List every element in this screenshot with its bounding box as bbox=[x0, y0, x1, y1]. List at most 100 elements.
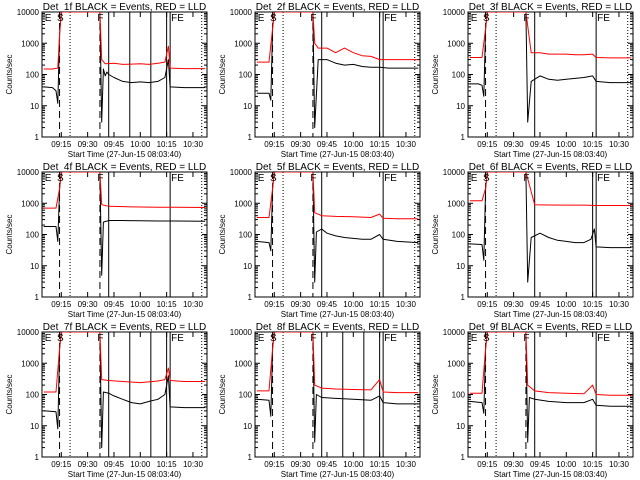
lld-series-line bbox=[256, 172, 419, 220]
x-tick-label: 09:45 bbox=[317, 140, 338, 149]
x-tick-label: 10:15 bbox=[157, 300, 178, 309]
x-tick-label: 09:15 bbox=[264, 460, 285, 469]
event-marker-label: E bbox=[258, 333, 265, 344]
events-series-line bbox=[43, 332, 206, 449]
event-marker-label: F bbox=[523, 333, 529, 344]
y-tick-label: 1000 bbox=[21, 39, 39, 48]
x-tick-label: 09:30 bbox=[291, 300, 312, 309]
y-tick-label: 1000 bbox=[234, 199, 252, 208]
x-tick-label: 10:15 bbox=[583, 300, 604, 309]
panel-title: Det_2f BLACK = Events, RED = LLD bbox=[256, 2, 419, 13]
event-marker-label: F bbox=[310, 333, 316, 344]
y-tick-label: 10 bbox=[456, 102, 465, 111]
event-marker-label: FE bbox=[171, 333, 184, 344]
y-axis-label: Counts/sec bbox=[218, 374, 227, 414]
event-marker-label: S bbox=[57, 333, 64, 344]
x-tick-label: 10:00 bbox=[556, 300, 577, 309]
plot-frame bbox=[467, 171, 634, 298]
event-marker-label: FE bbox=[171, 13, 184, 24]
panel-8: Det_8f BLACK = Events, RED = LLD 1 10 100 10… bbox=[218, 322, 421, 479]
x-tick-label: 10:30 bbox=[609, 140, 630, 149]
x-axis-label: Start Time (27-Jun-15 08:03:40) bbox=[68, 150, 182, 159]
event-marker-label: E bbox=[471, 173, 478, 184]
x-tick-label: 09:15 bbox=[264, 140, 285, 149]
y-tick-label: 10000 bbox=[443, 168, 466, 177]
event-marker-label: F bbox=[310, 173, 316, 184]
x-tick-label: 09:15 bbox=[51, 460, 72, 469]
x-tick-label: 09:45 bbox=[317, 300, 338, 309]
y-tick-label: 1 bbox=[35, 453, 40, 462]
x-tick-label: 09:45 bbox=[104, 300, 125, 309]
y-axis-label: Counts/sec bbox=[5, 54, 14, 94]
x-tick-label: 10:30 bbox=[183, 300, 204, 309]
x-tick-label: 10:30 bbox=[183, 140, 204, 149]
lld-series-line bbox=[43, 12, 206, 70]
events-series-line bbox=[43, 172, 206, 276]
x-axis-label: Start Time (27-Jun-15 08:03:40) bbox=[281, 310, 395, 319]
y-axis-label: Counts/sec bbox=[218, 54, 227, 94]
y-tick-label: 1 bbox=[35, 133, 40, 142]
event-marker-label: S bbox=[270, 333, 277, 344]
x-tick-label: 09:15 bbox=[477, 460, 498, 469]
panel-title: Det_9f BLACK = Events, RED = LLD bbox=[469, 322, 632, 333]
x-tick-label: 10:15 bbox=[370, 140, 391, 149]
panel-title: Det_8f BLACK = Events, RED = LLD bbox=[256, 322, 419, 333]
panel-3: Det_3f BLACK = Events, RED = LLD 1 10 100 10… bbox=[431, 2, 634, 159]
event-marker-label: S bbox=[270, 173, 277, 184]
x-tick-label: 10:00 bbox=[556, 460, 577, 469]
x-tick-label: 10:30 bbox=[396, 140, 417, 149]
y-tick-label: 1 bbox=[248, 133, 253, 142]
x-tick-label: 09:15 bbox=[477, 300, 498, 309]
y-tick-label: 1000 bbox=[21, 199, 39, 208]
events-series-line bbox=[256, 172, 419, 283]
event-marker-label: S bbox=[483, 333, 490, 344]
y-tick-label: 100 bbox=[452, 231, 466, 240]
lld-series-line bbox=[469, 172, 632, 206]
x-tick-label: 09:30 bbox=[291, 460, 312, 469]
event-marker-label: S bbox=[270, 13, 277, 24]
y-axis-label: Counts/sec bbox=[431, 374, 440, 414]
y-tick-label: 100 bbox=[452, 391, 466, 400]
panel-9: Det_9f BLACK = Events, RED = LLD 1 10 100 10… bbox=[431, 322, 634, 479]
x-tick-label: 09:45 bbox=[104, 140, 125, 149]
lld-series-line bbox=[43, 332, 206, 393]
y-tick-label: 100 bbox=[452, 71, 466, 80]
x-tick-label: 09:15 bbox=[477, 140, 498, 149]
events-series-line bbox=[469, 172, 632, 283]
events-series-line bbox=[469, 332, 632, 443]
panel-6: Det_6f BLACK = Events, RED = LLD 1 10 100 10… bbox=[431, 162, 634, 319]
x-tick-label: 09:45 bbox=[530, 300, 551, 309]
x-tick-label: 10:15 bbox=[583, 460, 604, 469]
y-tick-label: 1 bbox=[461, 133, 466, 142]
y-tick-label: 1000 bbox=[447, 359, 465, 368]
x-axis-label: Start Time (27-Jun-15 08:03:40) bbox=[494, 150, 608, 159]
panel-7: Det_7f BLACK = Events, RED = LLD 1 10 100 10… bbox=[5, 322, 208, 479]
x-tick-label: 10:00 bbox=[130, 140, 151, 149]
y-tick-label: 1000 bbox=[21, 359, 39, 368]
y-tick-label: 100 bbox=[239, 231, 253, 240]
x-tick-label: 10:00 bbox=[556, 140, 577, 149]
event-marker-label: FE bbox=[597, 173, 610, 184]
y-tick-label: 1000 bbox=[447, 39, 465, 48]
lld-series-line bbox=[256, 332, 419, 394]
event-marker-label: FE bbox=[597, 13, 610, 24]
x-tick-label: 10:30 bbox=[396, 460, 417, 469]
x-tick-label: 10:00 bbox=[130, 300, 151, 309]
plot-frame bbox=[41, 11, 208, 138]
plot-frame bbox=[467, 331, 634, 458]
y-tick-label: 10 bbox=[456, 422, 465, 431]
y-tick-label: 1 bbox=[248, 293, 253, 302]
x-tick-label: 10:15 bbox=[370, 460, 391, 469]
event-marker-label: F bbox=[97, 333, 103, 344]
plot-frame bbox=[254, 171, 421, 298]
x-tick-label: 10:15 bbox=[583, 140, 604, 149]
y-tick-label: 10 bbox=[243, 262, 252, 271]
plot-frame bbox=[467, 11, 634, 138]
y-tick-label: 10000 bbox=[230, 328, 253, 337]
event-marker-label: F bbox=[523, 173, 529, 184]
x-tick-label: 09:30 bbox=[78, 460, 99, 469]
x-axis-label: Start Time (27-Jun-15 08:03:40) bbox=[68, 470, 182, 479]
events-series-line bbox=[256, 12, 419, 129]
panel-title: Det_1f BLACK = Events, RED = LLD bbox=[43, 2, 206, 13]
